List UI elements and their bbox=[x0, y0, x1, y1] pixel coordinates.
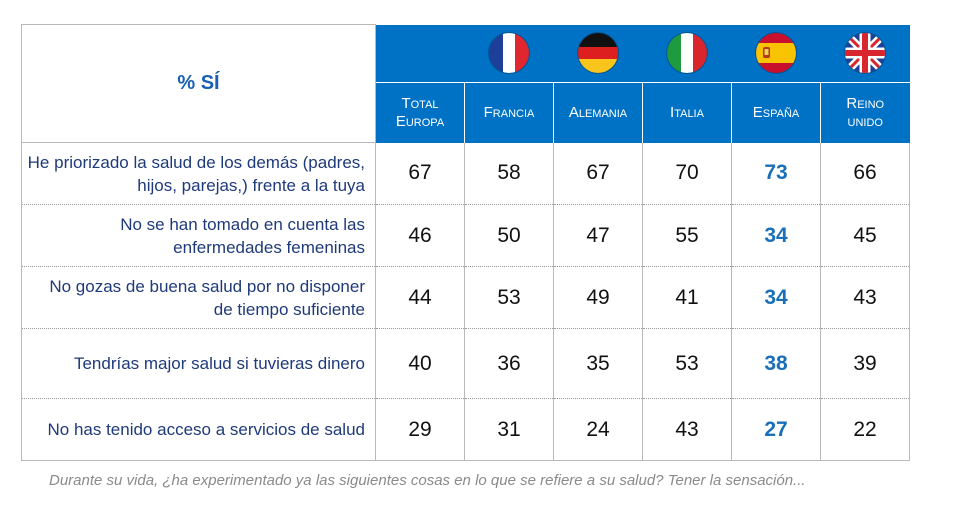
column-header-line1: Reino bbox=[846, 94, 885, 112]
value-cell: 39 bbox=[820, 328, 910, 399]
value-cell: 45 bbox=[820, 204, 910, 267]
value-cell: 70 bbox=[642, 142, 732, 205]
table-body: He priorizado la salud de los demás (pad… bbox=[21, 142, 910, 461]
value-cell: 38 bbox=[731, 328, 821, 399]
row-label-line1: He priorizado la salud de los demás (pad… bbox=[27, 152, 365, 172]
uk-flag-icon bbox=[821, 31, 910, 75]
value-cell: 67 bbox=[553, 142, 643, 205]
value-cell: 53 bbox=[464, 266, 554, 329]
column-header-line1: Total bbox=[401, 94, 439, 112]
value-cell: 34 bbox=[731, 204, 821, 267]
value-cell: 73 bbox=[731, 142, 821, 205]
table-row: No has tenido acceso a servicios de salu… bbox=[21, 398, 910, 461]
table-row: No gozas de buena salud por no disponer d… bbox=[21, 266, 910, 329]
value-cell: 31 bbox=[464, 398, 554, 461]
column-header-line1: España bbox=[752, 103, 800, 121]
row-label-line1: No se han tomado en cuenta las bbox=[120, 214, 365, 234]
value-cell: 67 bbox=[375, 142, 465, 205]
column-header: España bbox=[731, 81, 821, 143]
row-label-line2: hijos, parejas,) frente a la tuya bbox=[137, 175, 365, 195]
value-cell: 50 bbox=[464, 204, 554, 267]
flag-cell bbox=[553, 24, 643, 83]
germany-flag-icon bbox=[554, 31, 643, 75]
row-label-line2: enfermedades femeninas bbox=[173, 237, 365, 257]
survey-table: % SÍ Total Europa Francia Alemania Italia Esp… bbox=[21, 24, 910, 461]
value-cell: 34 bbox=[731, 266, 821, 329]
table-row: Tendrías major salud si tuvieras dinero 4… bbox=[21, 328, 910, 399]
flag-cell bbox=[731, 24, 821, 83]
spain-flag-icon bbox=[732, 31, 821, 75]
value-cell: 55 bbox=[642, 204, 732, 267]
value-cell: 29 bbox=[375, 398, 465, 461]
value-cell: 49 bbox=[553, 266, 643, 329]
row-label: No gozas de buena salud por no disponer d… bbox=[21, 266, 376, 329]
column-header-line2: Europa bbox=[395, 112, 445, 130]
value-cell: 47 bbox=[553, 204, 643, 267]
column-header-line1: Italia bbox=[670, 103, 704, 121]
france-flag-icon bbox=[465, 31, 554, 75]
row-label-line2: de tiempo suficiente bbox=[213, 299, 365, 319]
value-cell: 41 bbox=[642, 266, 732, 329]
value-cell: 43 bbox=[820, 266, 910, 329]
flag-cell bbox=[464, 24, 554, 83]
value-cell: 27 bbox=[731, 398, 821, 461]
column-header-line1: Francia bbox=[483, 103, 535, 121]
flag-cell bbox=[642, 24, 732, 83]
row-label: No has tenido acceso a servicios de salu… bbox=[21, 398, 376, 461]
table-row: No se han tomado en cuenta las enfermedad… bbox=[21, 204, 910, 267]
value-cell: 66 bbox=[820, 142, 910, 205]
row-label-line1: No gozas de buena salud por no disponer bbox=[49, 276, 365, 296]
value-cell: 46 bbox=[375, 204, 465, 267]
row-label: No se han tomado en cuenta las enfermedad… bbox=[21, 204, 376, 267]
question-caption: Durante su vida, ¿ha experimentado ya la… bbox=[49, 472, 806, 489]
row-label-line1: Tendrías major salud si tuvieras dinero bbox=[73, 354, 365, 373]
value-cell: 44 bbox=[375, 266, 465, 329]
column-header-line2: unido bbox=[847, 112, 883, 130]
value-cell: 22 bbox=[820, 398, 910, 461]
table-row: He priorizado la salud de los demás (pad… bbox=[21, 142, 910, 205]
row-label: He priorizado la salud de los demás (pad… bbox=[21, 142, 376, 205]
header-row: Total Europa Francia Alemania Italia España Re… bbox=[22, 81, 910, 143]
column-header: Alemania bbox=[553, 81, 643, 143]
row-label-line1: No has tenido acceso a servicios de salu… bbox=[47, 420, 365, 439]
value-cell: 24 bbox=[553, 398, 643, 461]
value-cell: 40 bbox=[375, 328, 465, 399]
italy-flag-icon bbox=[643, 31, 732, 75]
value-cell: 58 bbox=[464, 142, 554, 205]
value-cell: 53 bbox=[642, 328, 732, 399]
value-cell: 35 bbox=[553, 328, 643, 399]
value-cell: 43 bbox=[642, 398, 732, 461]
row-label: Tendrías major salud si tuvieras dinero bbox=[21, 328, 376, 399]
column-header: Francia bbox=[464, 81, 554, 143]
value-cell: 36 bbox=[464, 328, 554, 399]
column-header: Total Europa bbox=[375, 81, 465, 143]
flag-cell bbox=[820, 24, 910, 83]
column-header: Reino unido bbox=[820, 81, 910, 143]
flag-cell bbox=[375, 24, 465, 83]
flag-row: % SÍ bbox=[21, 24, 910, 143]
column-header-line1: Alemania bbox=[568, 103, 628, 121]
corner-label: % SÍ bbox=[21, 24, 376, 143]
column-header: Italia bbox=[642, 81, 732, 143]
